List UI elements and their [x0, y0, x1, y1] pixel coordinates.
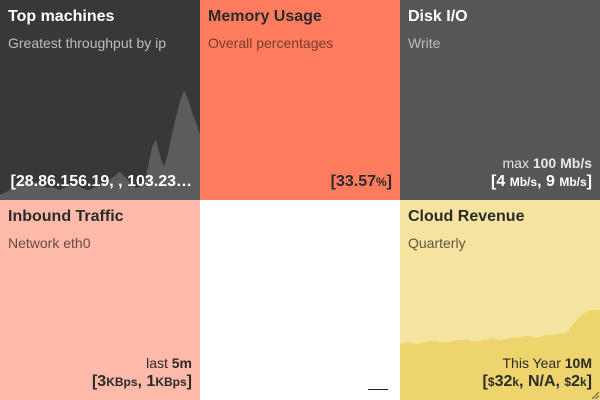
bracket-open: [: [330, 173, 336, 190]
cloud-revenue-year-label: This Year: [502, 355, 561, 371]
inbound-traffic-subtitle: Network eth0: [8, 235, 91, 251]
separator: ,: [519, 373, 528, 390]
bracket-close: ]: [386, 173, 392, 190]
cloud-revenue-value-2: N/A: [527, 373, 556, 390]
placeholder-dash: [368, 389, 388, 390]
inbound-traffic-value: [3KBps, 1KBps]: [92, 372, 192, 392]
inbound-traffic-value-1: 3: [97, 373, 107, 390]
cloud-revenue-footer: This Year 10M [$32k, N/A, $2k]: [483, 355, 592, 392]
cloud-revenue-unit-1: k: [512, 375, 520, 389]
cloud-revenue-value-3: 2: [571, 373, 580, 390]
disk-io-value-1: 4: [496, 173, 506, 190]
memory-usage-number: 33.57: [335, 173, 376, 190]
disk-io-footer: max 100 Mb/s [4 Mb/s, 9 Mb/s]: [491, 155, 592, 192]
cloud-revenue-value-1: 32: [494, 373, 513, 390]
top-machines-title: Top machines: [8, 8, 115, 25]
top-machines-sparkline: [0, 90, 200, 200]
cloud-revenue-tile[interactable]: Cloud Revenue Quarterly This Year 10M [$…: [400, 200, 600, 400]
bracket-open: [: [491, 173, 497, 190]
bracket-open: [: [91, 373, 98, 390]
memory-usage-unit: %: [376, 175, 387, 189]
cloud-revenue-value: [$32k, N/A, $2k]: [483, 372, 592, 392]
cloud-revenue-unit-3: k: [579, 375, 587, 389]
disk-io-unit-1: Mb/s: [509, 175, 538, 189]
separator: ,: [555, 373, 565, 390]
inbound-traffic-unit-1: KBps: [106, 375, 138, 389]
cloud-revenue-title: Cloud Revenue: [408, 208, 525, 225]
memory-usage-title: Memory Usage: [208, 8, 322, 25]
inbound-traffic-window-value: 5m: [171, 355, 192, 371]
inbound-traffic-title: Inbound Traffic: [8, 208, 124, 225]
disk-io-value-2: 9: [545, 173, 555, 190]
cloud-revenue-year-value: 10M: [564, 355, 592, 371]
disk-io-unit-2: Mb/s: [559, 175, 587, 189]
cloud-revenue-area: [400, 310, 600, 400]
bracket-open: [: [482, 373, 488, 390]
disk-io-max: max 100 Mb/s: [491, 155, 592, 172]
inbound-traffic-unit-2: KBps: [155, 375, 187, 389]
bracket-close: ]: [586, 173, 592, 190]
memory-usage-value: [33.57%]: [331, 172, 392, 192]
currency-1: $: [487, 375, 495, 389]
disk-io-subtitle: Write: [408, 35, 441, 51]
top-machines-footer: [28.86.156.19, , 103.23…: [8, 172, 192, 192]
cloud-revenue-subtitle: Quarterly: [408, 235, 466, 251]
disk-io-max-label: max: [502, 155, 529, 171]
memory-usage-tile[interactable]: Memory Usage Overall percentages [33.57%…: [200, 0, 400, 200]
disk-io-max-value: 100 Mb/s: [532, 155, 592, 171]
top-machines-subtitle: Greatest throughput by ip: [8, 35, 166, 51]
top-machines-sparkline-area: [0, 90, 200, 200]
cloud-revenue-area-chart: [400, 310, 600, 400]
top-machines-tile[interactable]: Top machines Greatest throughput by ip […: [0, 0, 200, 200]
currency-3: $: [564, 375, 572, 389]
bracket-close: ]: [586, 373, 592, 390]
separator: ,: [537, 173, 546, 190]
empty-tile[interactable]: [200, 200, 400, 400]
inbound-traffic-tile[interactable]: Inbound Traffic Network eth0 last 5m [3K…: [0, 200, 200, 400]
cloud-revenue-year: This Year 10M: [483, 355, 593, 372]
inbound-traffic-footer: last 5m [3KBps, 1KBps]: [92, 355, 192, 392]
separator: ,: [137, 373, 147, 390]
disk-io-tile[interactable]: Disk I/O Write max 100 Mb/s [4 Mb/s, 9 M…: [400, 0, 600, 200]
inbound-traffic-window-label: last: [146, 355, 168, 371]
memory-usage-footer: [33.57%]: [331, 172, 392, 192]
inbound-traffic-value-2: 1: [146, 373, 156, 390]
resize-handle-icon[interactable]: [592, 392, 599, 399]
top-machines-value: [28.86.156.19, , 103.23…: [10, 173, 192, 190]
bracket-close: ]: [186, 373, 192, 390]
disk-io-value: [4 Mb/s, 9 Mb/s]: [491, 172, 592, 192]
inbound-traffic-window: last 5m: [92, 355, 192, 372]
memory-usage-subtitle: Overall percentages: [208, 35, 334, 51]
disk-io-title: Disk I/O: [408, 8, 468, 25]
